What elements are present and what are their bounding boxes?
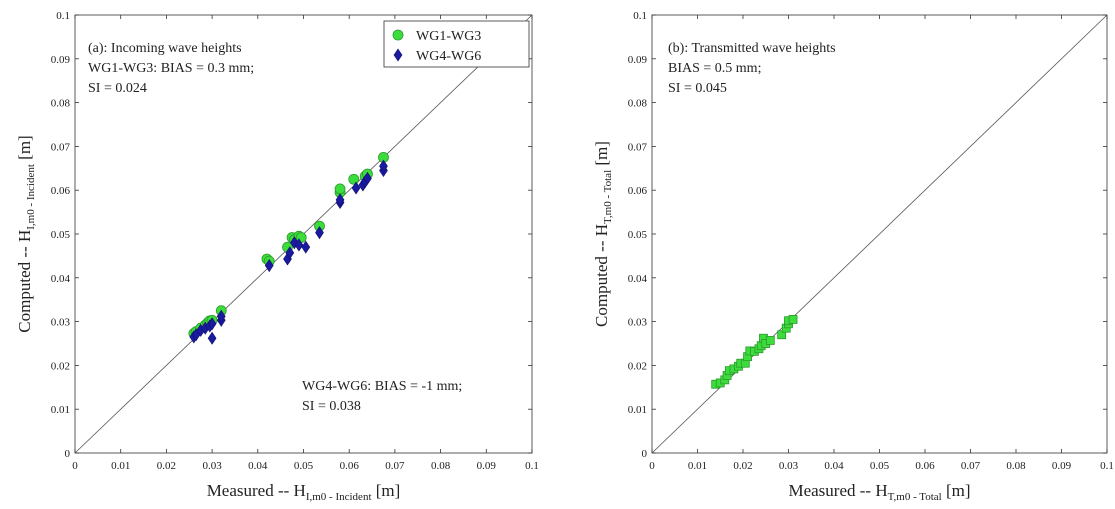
- y-tick-label: 0.08: [628, 98, 648, 110]
- y-tick-label: 0.03: [51, 317, 71, 329]
- y-tick-label: 0: [642, 448, 648, 460]
- data-point: [285, 246, 295, 260]
- annotation: SI = 0.045: [668, 81, 727, 96]
- x-tick-label: 0.07: [961, 460, 981, 472]
- x-tick-label: 0.06: [340, 460, 360, 472]
- y-tick-label: 0.08: [51, 98, 71, 110]
- series-wg1-wg3: [188, 151, 389, 339]
- data-point: [351, 181, 361, 195]
- data-point: [207, 317, 217, 331]
- data-point: [315, 226, 324, 240]
- x-tick-label: 0.08: [431, 460, 451, 472]
- x-tick-label: 0.01: [111, 460, 130, 472]
- annotation: WG4-WG6: BIAS = -1 mm;: [302, 379, 462, 394]
- y-tick-label: 0: [65, 448, 71, 460]
- data-point: [765, 336, 775, 345]
- y-tick-label: 0.07: [51, 141, 71, 153]
- x-tick-label: 0.07: [385, 460, 405, 472]
- legend-label: WG1-WG3: [416, 29, 481, 44]
- y-tick-label: 0.09: [628, 54, 648, 66]
- data-point: [335, 193, 345, 207]
- annotation: (b): Transmitted wave heights: [668, 41, 836, 56]
- y-tick-label: 0.06: [628, 185, 648, 197]
- y-tick-label: 0.1: [56, 10, 70, 22]
- data-point: [264, 258, 274, 273]
- data-point: [379, 159, 388, 173]
- data-point: [788, 315, 798, 324]
- x-axis-label: Measured -- HT,m0 - Total [m]: [788, 481, 970, 503]
- x-tick-label: 0: [72, 460, 78, 472]
- data-point: [334, 183, 346, 195]
- x-tick-label: 0.04: [248, 460, 268, 472]
- legend: WG1-WG3 WG4-WG6: [383, 20, 530, 68]
- data-point: [216, 309, 226, 323]
- data-point: [301, 240, 311, 254]
- legend-marker: [392, 29, 404, 41]
- y-tick-label: 0.05: [51, 229, 71, 241]
- y-tick-label: 0.06: [51, 185, 71, 197]
- series-wg4-wg6: [189, 159, 388, 345]
- x-tick-label: 0.08: [1006, 460, 1026, 472]
- data-point: [777, 330, 787, 340]
- annotation: BIAS = 0.5 mm;: [668, 61, 761, 76]
- x-tick-label: 0.1: [1100, 460, 1114, 472]
- y-tick-label: 0.02: [51, 360, 70, 372]
- y-tick-label: 0.07: [628, 141, 648, 153]
- series-transmitted: [711, 315, 798, 389]
- data-point: [348, 173, 360, 185]
- x-tick-label: 0.05: [294, 460, 314, 472]
- annotation: (a): Incoming wave heights: [88, 41, 242, 56]
- x-tick-label: 0.02: [733, 460, 752, 472]
- x-tick-label: 0.02: [157, 460, 176, 472]
- x-tick-label: 0.01: [688, 460, 707, 472]
- annotation: SI = 0.038: [302, 399, 361, 414]
- y-tick-label: 0.01: [51, 404, 70, 416]
- x-axis-label: Measured -- HI,m0 - Incident [m]: [207, 481, 401, 503]
- x-tick-label: 0.03: [202, 460, 222, 472]
- x-tick-label: 0: [649, 460, 655, 472]
- legend-label: WG4-WG6: [416, 49, 481, 64]
- annotation: WG1-WG3: BIAS = 0.3 mm;: [88, 61, 254, 76]
- legend-box: [383, 20, 530, 68]
- y-axis-label: Computed -- HT,m0 - Total [m]: [592, 141, 614, 327]
- x-tick-label: 0.06: [915, 460, 935, 472]
- x-tick-label: 0.09: [1052, 460, 1072, 472]
- x-tick-label: 0.09: [477, 460, 497, 472]
- annotation: SI = 0.024: [88, 81, 147, 96]
- y-tick-label: 0.1: [633, 10, 647, 22]
- chart-panel-b: 00 0.01 0.01 0.02 0.02 0.03 0.03 0.04 0.04 0.05 0.…: [592, 10, 1114, 503]
- y-tick-label: 0.03: [628, 317, 648, 329]
- y-tick-label: 0.04: [51, 273, 71, 285]
- x-tick-label: 0.03: [779, 460, 799, 472]
- data-point: [363, 171, 372, 185]
- x-tick-label: 0.05: [870, 460, 890, 472]
- y-tick-label: 0.01: [628, 404, 647, 416]
- y-tick-label: 0.05: [628, 229, 648, 241]
- data-point: [207, 331, 217, 345]
- y-axis-label: Computed -- HI,m0 - Incident [m]: [15, 135, 37, 332]
- chart-panel-a: 00 0.01 0.01 0.02 0.02 0.03 0.03 0.04 0.04 0.05 0.…: [15, 10, 539, 503]
- legend-marker: [393, 48, 403, 62]
- y-tick-label: 0.09: [51, 54, 71, 66]
- data-point: [294, 238, 304, 252]
- y-tick-label: 0.04: [628, 273, 648, 285]
- y-tick-label: 0.02: [628, 360, 647, 372]
- x-tick-label: 0.04: [824, 460, 844, 472]
- x-tick-label: 0.1: [525, 460, 539, 472]
